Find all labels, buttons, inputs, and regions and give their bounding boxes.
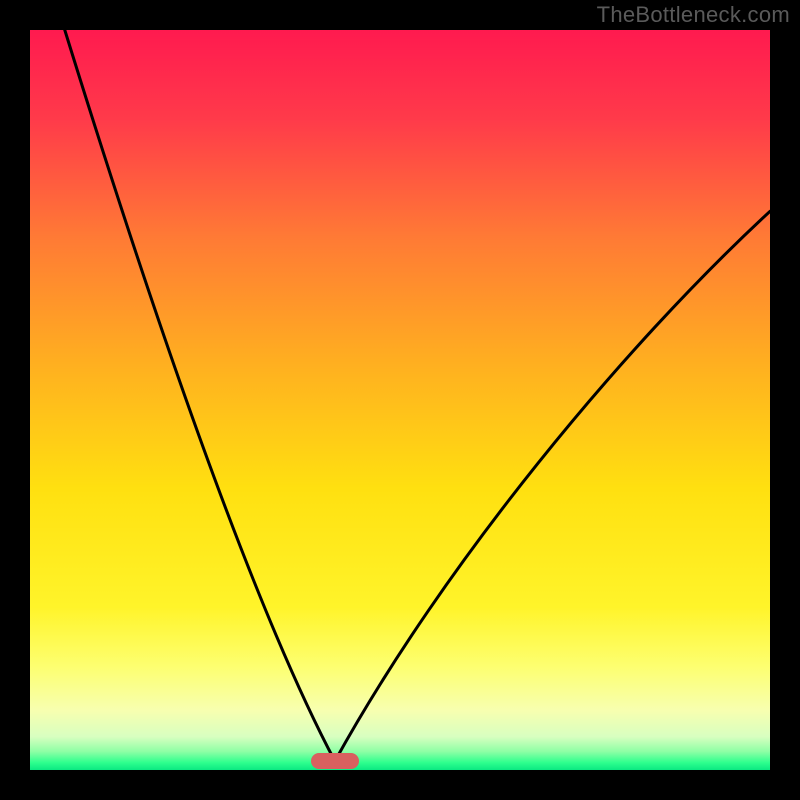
- bottleneck-curve: [30, 30, 770, 770]
- chart-canvas: TheBottleneck.com: [0, 0, 800, 800]
- watermark-text: TheBottleneck.com: [597, 2, 790, 28]
- trough-marker: [311, 753, 359, 769]
- plot-area: [30, 30, 770, 770]
- curve-path: [65, 30, 770, 761]
